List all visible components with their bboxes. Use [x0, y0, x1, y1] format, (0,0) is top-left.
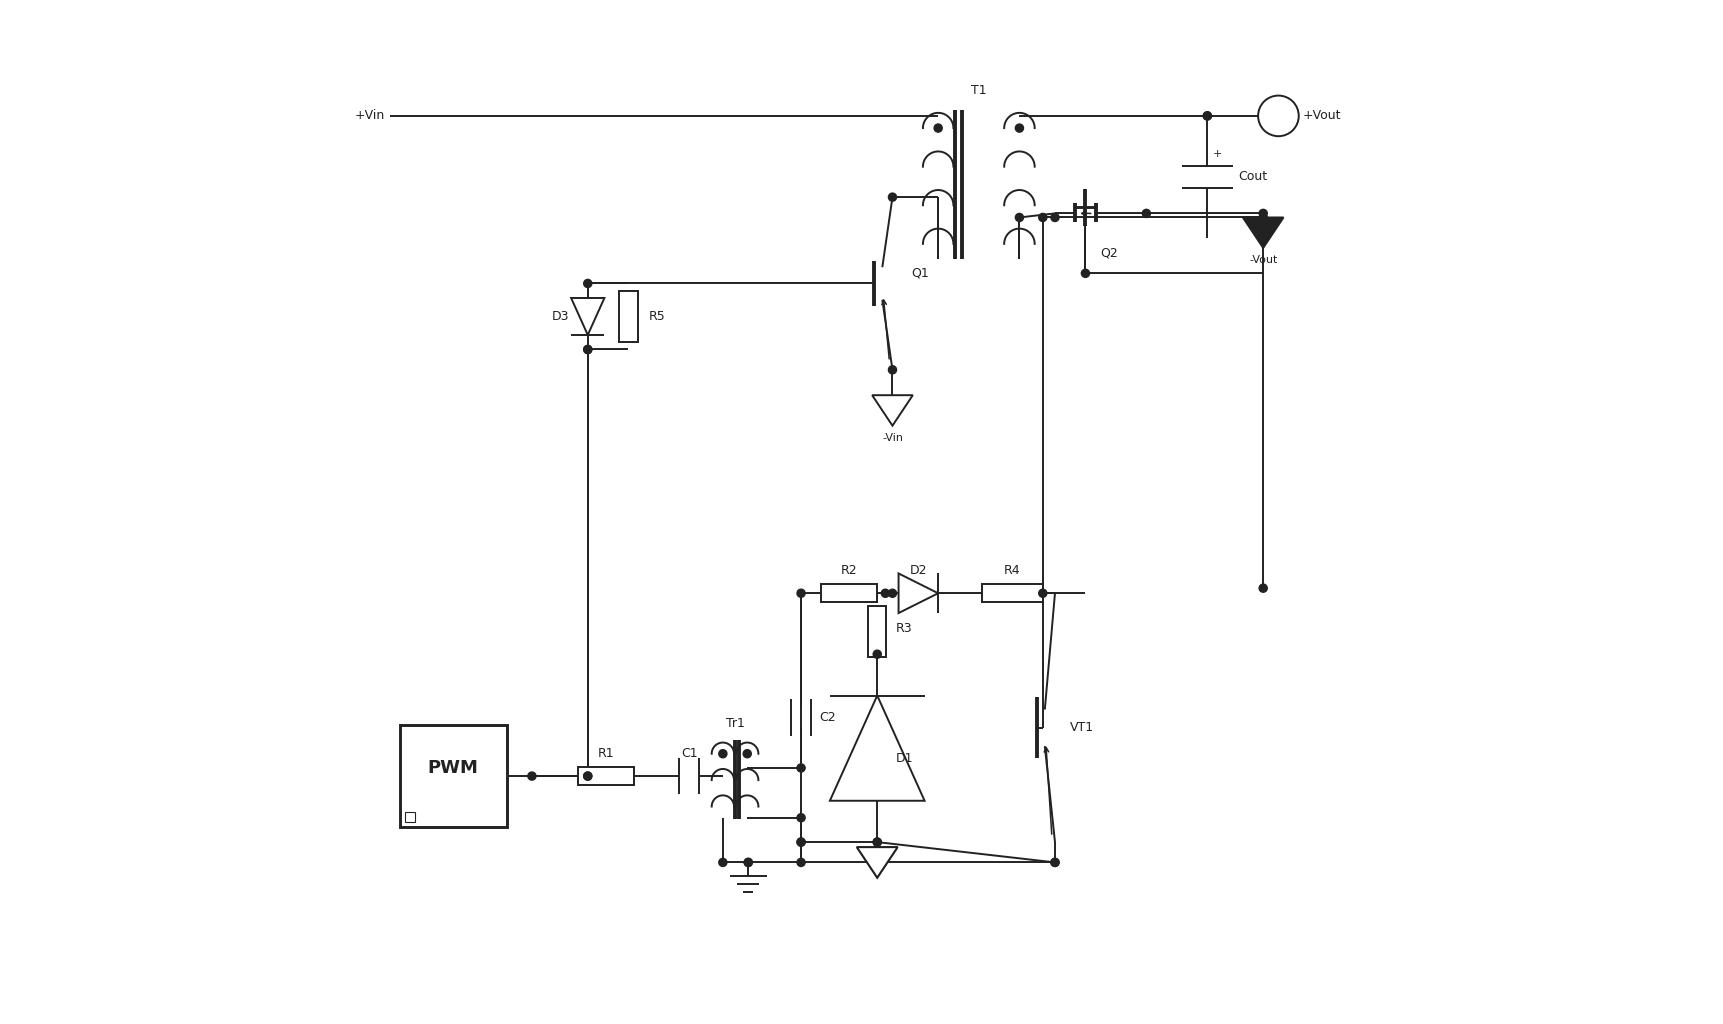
Bar	[820, 584, 877, 602]
Text: +: +	[1211, 148, 1222, 159]
Bar	[405, 812, 415, 822]
Circle shape	[796, 814, 805, 822]
Text: Q1: Q1	[910, 267, 929, 280]
Circle shape	[1258, 209, 1266, 217]
Text: D3: D3	[551, 310, 569, 323]
Circle shape	[1015, 124, 1023, 132]
Circle shape	[934, 124, 942, 132]
Circle shape	[1258, 233, 1266, 242]
Circle shape	[1258, 95, 1297, 136]
Polygon shape	[829, 695, 924, 801]
Text: T1: T1	[970, 84, 986, 97]
Text: R5: R5	[648, 310, 665, 323]
Circle shape	[796, 764, 805, 772]
Circle shape	[796, 858, 805, 866]
Text: D2: D2	[910, 564, 927, 578]
Circle shape	[796, 838, 805, 846]
Circle shape	[1258, 213, 1266, 221]
Circle shape	[718, 858, 727, 866]
Text: VT1: VT1	[1070, 721, 1094, 734]
Circle shape	[1051, 213, 1058, 221]
Circle shape	[584, 280, 591, 288]
Circle shape	[744, 858, 751, 866]
Circle shape	[796, 589, 805, 597]
Circle shape	[880, 589, 889, 597]
Circle shape	[1015, 213, 1023, 221]
Text: Tr1: Tr1	[725, 717, 744, 730]
Circle shape	[872, 650, 880, 658]
Text: C1: C1	[681, 748, 698, 760]
Circle shape	[584, 345, 591, 353]
Polygon shape	[1242, 217, 1282, 248]
Text: Cout: Cout	[1237, 170, 1266, 183]
Text: Q2: Q2	[1099, 247, 1118, 259]
Polygon shape	[872, 395, 911, 426]
Bar	[982, 584, 1042, 602]
Polygon shape	[570, 298, 605, 335]
Bar	[577, 767, 634, 785]
Circle shape	[744, 858, 751, 866]
Text: R3: R3	[894, 623, 911, 635]
Text: R1: R1	[598, 748, 613, 760]
Text: R4: R4	[1003, 564, 1020, 578]
Polygon shape	[856, 847, 898, 878]
Circle shape	[1142, 209, 1149, 217]
Bar	[400, 725, 507, 826]
Text: R2: R2	[841, 564, 856, 578]
Circle shape	[872, 838, 880, 846]
Text: PWM: PWM	[427, 759, 479, 777]
Circle shape	[1039, 589, 1046, 597]
Circle shape	[1051, 858, 1058, 866]
Circle shape	[584, 772, 591, 780]
Text: D1: D1	[894, 752, 913, 765]
Text: +Vout: +Vout	[1303, 110, 1340, 123]
Circle shape	[1203, 112, 1211, 120]
Text: +Vin: +Vin	[355, 110, 384, 123]
Circle shape	[887, 366, 896, 374]
Polygon shape	[898, 573, 937, 613]
Circle shape	[887, 589, 896, 597]
Circle shape	[527, 772, 536, 780]
Polygon shape	[856, 847, 898, 878]
Circle shape	[743, 750, 751, 758]
Circle shape	[1039, 213, 1046, 221]
Text: -Vin: -Vin	[882, 433, 903, 442]
Circle shape	[1203, 112, 1211, 120]
Text: -Vout: -Vout	[1247, 255, 1277, 265]
Circle shape	[584, 772, 591, 780]
Circle shape	[1051, 858, 1058, 866]
Circle shape	[718, 750, 727, 758]
Text: C2: C2	[818, 712, 836, 724]
Circle shape	[796, 838, 805, 846]
Bar	[868, 606, 886, 657]
Circle shape	[887, 194, 896, 201]
Circle shape	[1258, 584, 1266, 592]
Bar	[619, 291, 638, 342]
Circle shape	[1080, 269, 1089, 278]
Circle shape	[584, 345, 591, 353]
Circle shape	[872, 838, 880, 846]
